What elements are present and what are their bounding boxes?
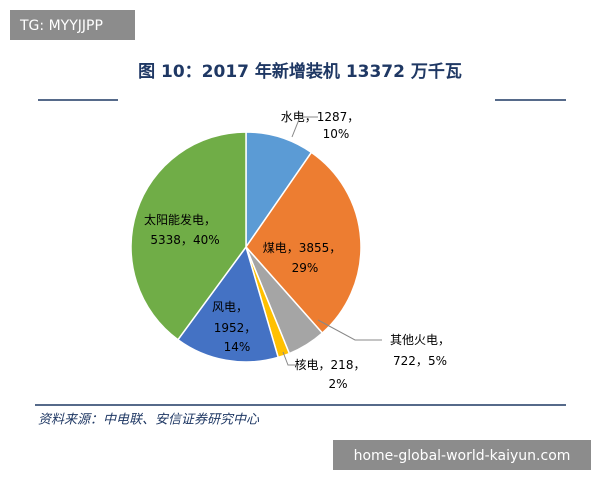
slice-label: 水电，1287， [281, 110, 360, 124]
leader [282, 351, 298, 366]
percent-label: 10% [323, 127, 350, 141]
slice-label: 煤电，3855， [263, 241, 342, 255]
separator: ， [204, 213, 216, 227]
slice-label: 风电， [212, 300, 248, 314]
category-label: 核电 [295, 358, 319, 372]
separator: ， [438, 333, 450, 347]
percent-label: 14% [224, 340, 251, 354]
slice-label: 1952， [214, 321, 257, 335]
watermark-box [10, 10, 135, 40]
slice-label: 29% [292, 261, 319, 275]
separator: ， [347, 110, 359, 124]
value-label: 218 [331, 358, 354, 372]
separator: ， [244, 321, 256, 335]
category-label: 风电 [212, 300, 236, 314]
slice-label: 5338，40% [150, 233, 219, 247]
watermark-box [333, 440, 591, 470]
value-label: 5338 [150, 233, 181, 247]
category-label: 太阳能发电 [144, 212, 204, 227]
separator: ， [181, 233, 193, 247]
slice-label: 太阳能发电， [144, 212, 216, 227]
watermark-bottom: home-global-world-kaiyun.com [354, 448, 571, 464]
percent-label: 5% [428, 354, 447, 368]
separator: ， [287, 241, 299, 255]
pie [130, 131, 362, 363]
value-label: 1952 [214, 321, 245, 335]
value-label: 722 [393, 354, 416, 368]
separator: ， [319, 358, 331, 372]
separator: ， [329, 241, 341, 255]
separator: ， [416, 354, 428, 368]
separator: ， [236, 300, 248, 314]
slice [245, 151, 362, 335]
percent-label: 2% [328, 377, 347, 391]
slice-label: 722，5% [393, 354, 447, 368]
labels: 水电，1287，10%煤电，3855，29%其他火电，722，5%核电，218，… [144, 110, 450, 391]
leader [291, 116, 318, 138]
leader [317, 319, 382, 341]
slice-label: 14% [224, 340, 251, 354]
category-label: 其他火电 [390, 333, 438, 347]
value-label: 1287 [317, 110, 348, 124]
source: 资料来源：中电联、安信证券研究中心 [38, 412, 260, 428]
slice-label: 核电，218， [295, 358, 366, 372]
watermark-top: TG: MYYJJPP [19, 18, 103, 34]
slice [176, 245, 280, 363]
separator: ， [353, 358, 365, 372]
slice [130, 131, 247, 341]
chart-title: 图 10：2017 年新增装机 13372 万千瓦 [138, 61, 462, 82]
slice-label: 2% [328, 377, 347, 391]
percent-label: 40% [193, 233, 220, 247]
slice-label: 其他火电， [390, 333, 450, 347]
category-label: 煤电 [263, 241, 287, 255]
slice-label: 10% [323, 127, 350, 141]
percent-label: 29% [292, 261, 319, 275]
value-label: 3855 [299, 241, 330, 255]
